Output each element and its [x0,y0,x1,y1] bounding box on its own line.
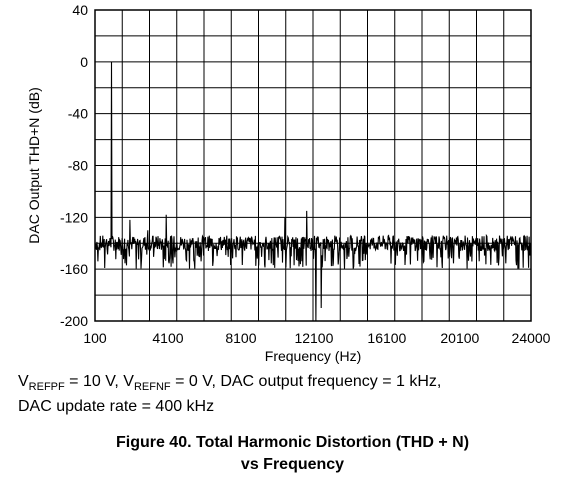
x-tick-labels: 100 4100 8100 12100 16100 20100 24000 [83,330,550,346]
figure-title-line-2: vs Frequency [240,456,345,473]
y-tick-label: -40 [68,106,88,122]
y-tick-label: -120 [60,209,88,225]
x-tick-label: 100 [83,330,107,346]
y-axis-label: DAC Output THD+N (dB) [26,87,42,244]
figure-title: Figure 40. Total Harmonic Distortion (TH… [0,432,585,476]
grid-lines [95,10,531,321]
caption-refnf-rest: = 0 V, DAC output frequency = 1 kHz, [170,373,442,390]
x-tick-label: 12100 [294,330,333,346]
test-conditions-caption: VREFPF = 10 V, VREFNF = 0 V, DAC output … [18,372,578,416]
x-tick-label: 24000 [512,330,551,346]
caption-refnf-sub: REFNF [133,381,171,394]
y-tick-label: 40 [72,2,88,18]
caption-v-prefix: V [18,373,29,390]
y-tick-label: -160 [60,261,88,277]
caption-line-1: VREFPF = 10 V, VREFNF = 0 V, DAC output … [18,372,578,397]
y-tick-label: -80 [68,158,88,174]
x-axis-label: Frequency (Hz) [265,348,361,364]
y-tick-label: 0 [80,54,88,70]
series-line [94,61,532,322]
plot-frame [94,9,532,322]
figure-title-line-1: Figure 40. Total Harmonic Distortion (TH… [115,434,470,451]
caption-line-2: DAC update rate = 400 kHz [18,398,215,416]
thd-trace [94,61,532,322]
x-tick-label: 4100 [152,330,183,346]
x-tick-label: 8100 [225,330,256,346]
thd-chart: 40 0 -40 -80 -120 -160 -200 100 4100 8100 12100 16… [26,2,551,364]
y-tick-label: -200 [60,313,88,329]
caption-refpf-rest: = 10 V, V [64,373,134,390]
y-tick-labels: 40 0 -40 -80 -120 -160 -200 [60,2,88,329]
caption-refpf-sub: REFPF [28,381,65,394]
x-tick-label: 20100 [440,330,479,346]
x-tick-label: 16100 [367,330,406,346]
